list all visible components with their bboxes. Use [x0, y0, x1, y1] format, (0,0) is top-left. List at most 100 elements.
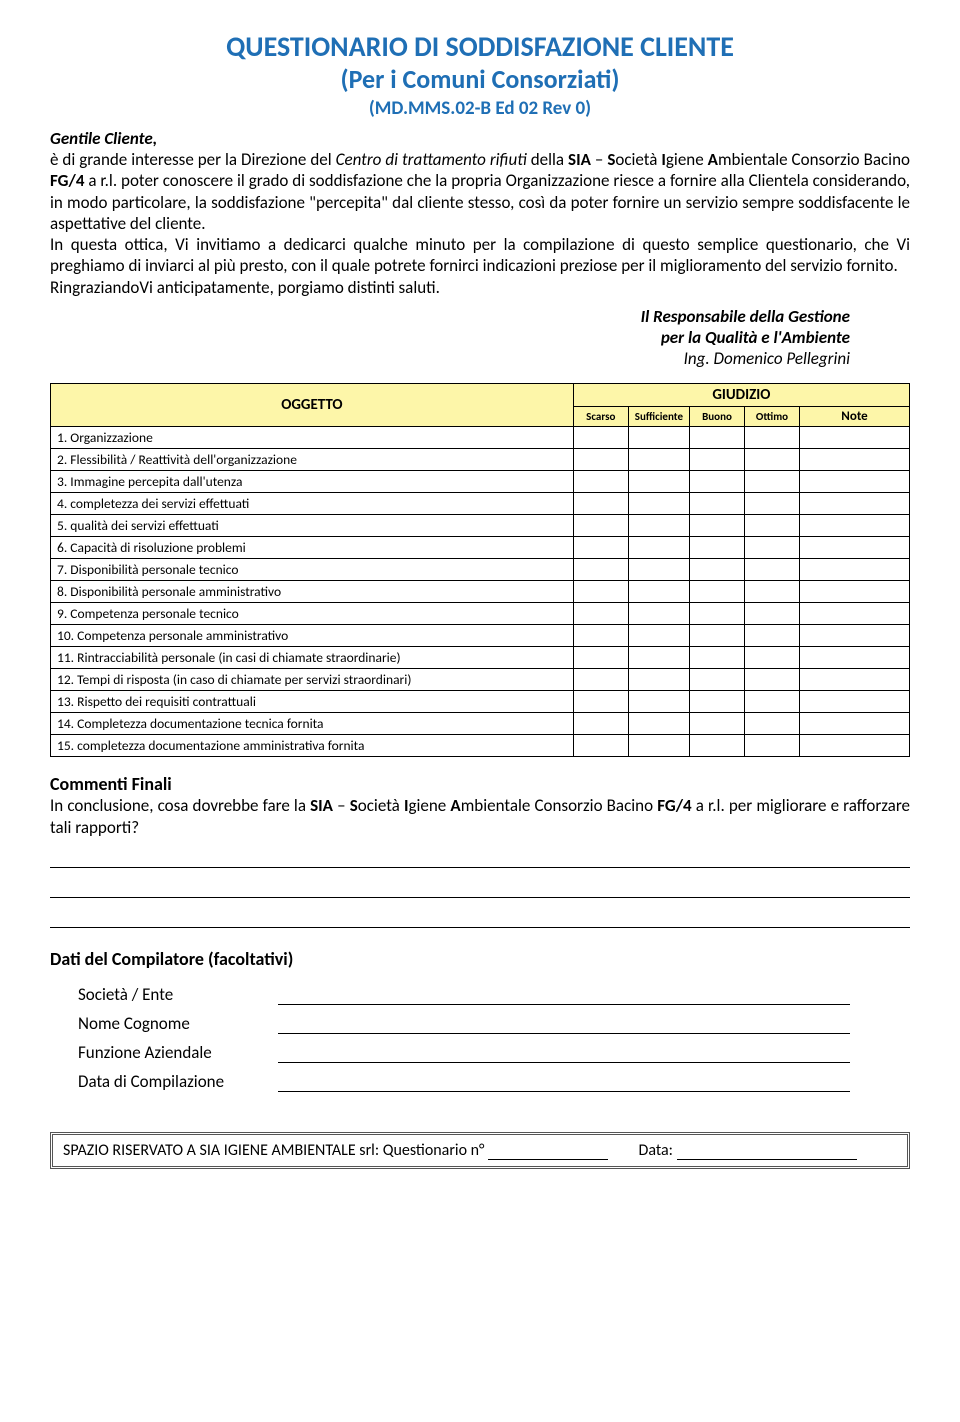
rating-cell[interactable]: [745, 449, 800, 471]
rating-cell[interactable]: [628, 603, 689, 625]
answer-line[interactable]: [50, 904, 910, 928]
rating-cell[interactable]: [573, 581, 628, 603]
table-row: 14. Completezza documentazione tecnica f…: [51, 713, 910, 735]
rating-cell[interactable]: [745, 625, 800, 647]
note-cell[interactable]: [800, 515, 910, 537]
rating-cell[interactable]: [745, 669, 800, 691]
rating-cell[interactable]: [690, 691, 745, 713]
rating-cell[interactable]: [690, 581, 745, 603]
rating-cell[interactable]: [690, 471, 745, 493]
rating-cell[interactable]: [628, 449, 689, 471]
note-cell[interactable]: [800, 669, 910, 691]
note-cell[interactable]: [800, 647, 910, 669]
rating-cell[interactable]: [745, 691, 800, 713]
note-cell[interactable]: [800, 559, 910, 581]
rating-cell[interactable]: [628, 559, 689, 581]
rating-cell[interactable]: [628, 537, 689, 559]
rating-cell[interactable]: [573, 647, 628, 669]
rating-cell[interactable]: [690, 537, 745, 559]
rating-cell[interactable]: [573, 471, 628, 493]
table-row: 3. Immagine percepita dall'utenza: [51, 471, 910, 493]
rating-cell[interactable]: [690, 515, 745, 537]
rating-cell[interactable]: [745, 515, 800, 537]
rating-cell[interactable]: [690, 427, 745, 449]
rating-cell[interactable]: [573, 559, 628, 581]
compiler-field[interactable]: [278, 1043, 850, 1063]
rating-cell[interactable]: [628, 691, 689, 713]
rating-cell[interactable]: [690, 669, 745, 691]
footer-qn-field[interactable]: [488, 1142, 608, 1160]
rating-cell[interactable]: [690, 647, 745, 669]
col-buono: Buono: [690, 407, 745, 427]
rating-cell[interactable]: [628, 669, 689, 691]
rating-cell[interactable]: [745, 735, 800, 757]
note-cell[interactable]: [800, 537, 910, 559]
rating-cell[interactable]: [628, 493, 689, 515]
rating-cell[interactable]: [690, 603, 745, 625]
rating-cell[interactable]: [573, 427, 628, 449]
compiler-field[interactable]: [278, 1072, 850, 1092]
answer-line[interactable]: [50, 844, 910, 868]
rating-cell[interactable]: [745, 581, 800, 603]
note-cell[interactable]: [800, 603, 910, 625]
compiler-label: Funzione Aziendale: [78, 1042, 278, 1063]
rating-cell[interactable]: [628, 625, 689, 647]
note-cell[interactable]: [800, 493, 910, 515]
rating-cell[interactable]: [628, 515, 689, 537]
sub-title: (Per i Comuni Consorziati): [50, 64, 910, 95]
note-cell[interactable]: [800, 713, 910, 735]
compiler-field[interactable]: [278, 1014, 850, 1034]
rating-cell[interactable]: [573, 515, 628, 537]
note-cell[interactable]: [800, 625, 910, 647]
rating-cell[interactable]: [573, 603, 628, 625]
rating-cell[interactable]: [628, 471, 689, 493]
row-label: 2. Flessibilità / Reattività dell'organi…: [51, 449, 574, 471]
rating-cell[interactable]: [628, 735, 689, 757]
rating-cell[interactable]: [628, 647, 689, 669]
rating-cell[interactable]: [745, 537, 800, 559]
note-cell[interactable]: [800, 735, 910, 757]
rating-cell[interactable]: [628, 427, 689, 449]
table-row: 13. Rispetto dei requisiti contrattuali: [51, 691, 910, 713]
rating-cell[interactable]: [690, 493, 745, 515]
rating-cell[interactable]: [690, 449, 745, 471]
rating-cell[interactable]: [573, 493, 628, 515]
note-cell[interactable]: [800, 471, 910, 493]
rating-cell[interactable]: [628, 581, 689, 603]
rating-cell[interactable]: [573, 713, 628, 735]
rating-cell[interactable]: [573, 669, 628, 691]
row-label: 13. Rispetto dei requisiti contrattuali: [51, 691, 574, 713]
compiler-field[interactable]: [278, 985, 850, 1005]
rating-cell[interactable]: [690, 735, 745, 757]
rating-cell[interactable]: [573, 625, 628, 647]
signatory-name: Ing. Domenico Pellegrini: [50, 348, 850, 369]
footer-date-field[interactable]: [677, 1142, 857, 1160]
table-row: 2. Flessibilità / Reattività dell'organi…: [51, 449, 910, 471]
rating-cell[interactable]: [745, 559, 800, 581]
rating-cell[interactable]: [745, 713, 800, 735]
rating-cell[interactable]: [628, 713, 689, 735]
table-row: 12. Tempi di risposta (in caso di chiama…: [51, 669, 910, 691]
row-label: 11. Rintracciabilità personale (in casi …: [51, 647, 574, 669]
note-cell[interactable]: [800, 581, 910, 603]
rating-cell[interactable]: [573, 735, 628, 757]
rating-cell[interactable]: [573, 449, 628, 471]
table-row: 6. Capacità di risoluzione problemi: [51, 537, 910, 559]
rating-cell[interactable]: [690, 713, 745, 735]
rating-cell[interactable]: [745, 493, 800, 515]
rating-cell[interactable]: [573, 691, 628, 713]
rating-cell[interactable]: [690, 625, 745, 647]
rating-cell[interactable]: [745, 603, 800, 625]
note-cell[interactable]: [800, 691, 910, 713]
rating-cell[interactable]: [745, 427, 800, 449]
rating-cell[interactable]: [573, 537, 628, 559]
note-cell[interactable]: [800, 427, 910, 449]
title-block: QUESTIONARIO DI SODDISFAZIONE CLIENTE (P…: [50, 30, 910, 120]
rating-cell[interactable]: [745, 647, 800, 669]
note-cell[interactable]: [800, 449, 910, 471]
rating-cell[interactable]: [745, 471, 800, 493]
answer-line[interactable]: [50, 874, 910, 898]
signatory-role2: per la Qualità e l'Ambiente: [50, 327, 850, 348]
rating-cell[interactable]: [690, 559, 745, 581]
intro-p1: è di grande interesse per la Direzione d…: [50, 149, 910, 234]
